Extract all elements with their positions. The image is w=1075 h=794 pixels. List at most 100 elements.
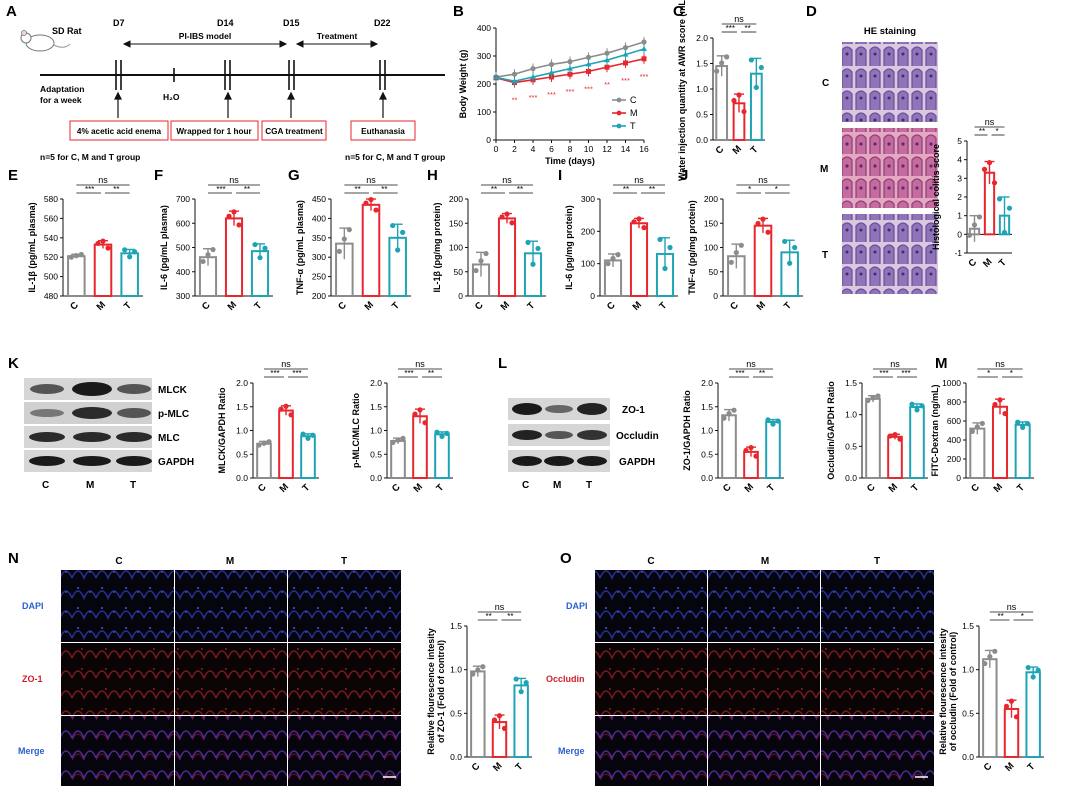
y-tick-label: 0: [458, 291, 463, 301]
data-point: [105, 245, 111, 251]
data-point: [721, 415, 727, 421]
y-tick-label: 150: [449, 218, 463, 228]
data-point: [346, 227, 352, 233]
data-point: [724, 54, 730, 60]
y-axis-label: of ZO-1 (Fold of control): [436, 640, 446, 743]
sig-label: **: [517, 185, 523, 194]
bar-m: [278, 409, 294, 479]
y-tick-label: 50: [709, 267, 719, 277]
y-tick-label: 0.5: [450, 708, 462, 718]
y-tick-label: 200: [477, 79, 491, 89]
data-point: [95, 240, 101, 247]
data-point: [300, 431, 306, 437]
event-box-wrapped: [170, 120, 259, 141]
bar-m: [629, 222, 649, 297]
he-row-label-m: M: [820, 164, 828, 175]
he-staining-panel: HE staining C M T: [820, 26, 938, 294]
data-point: [236, 222, 242, 228]
data-point: [738, 242, 744, 248]
y-tick-label: 100: [477, 107, 491, 117]
fluor-o-merge-m: [708, 716, 820, 786]
panel-letter-l: L: [498, 355, 507, 372]
sig-label: ns: [495, 602, 505, 612]
data-point: [283, 403, 289, 409]
data-point: [987, 653, 993, 660]
data-point: [753, 453, 759, 459]
y-tick-label: 0.5: [701, 449, 713, 459]
bar-m: [497, 217, 517, 297]
sig-label: ns: [98, 175, 108, 185]
data-point: [341, 236, 347, 242]
data-point: [513, 676, 519, 682]
bar-m: [93, 243, 113, 297]
water-label: H₂O: [163, 92, 180, 102]
blot-label-mlc: MLC: [158, 433, 180, 444]
y-tick-label: 1.0: [236, 426, 248, 436]
x-tick-label: C: [200, 300, 213, 313]
x-tick-label: C: [68, 300, 81, 313]
y-tick-label: 3: [957, 173, 962, 183]
panel-letter-k: K: [8, 355, 19, 372]
blot-label-gapdh-k: GAPDH: [158, 457, 194, 468]
data-point: [782, 238, 788, 245]
y-tick-label: 0.5: [370, 449, 382, 459]
sig-label: *: [987, 369, 990, 378]
x-tick-label: C: [969, 482, 982, 495]
data-point: [567, 65, 573, 71]
bar-c: [865, 397, 881, 480]
chart-c: 0.0 0.5 1.0 1.5 2.0 Water injection quantity …: [677, 0, 765, 181]
y-tick-label: 200: [947, 454, 961, 464]
sig-label: ns: [229, 175, 239, 185]
event-arrows: [114, 91, 387, 118]
panel-letter-a: A: [6, 3, 17, 20]
bar-c: [470, 670, 486, 758]
data-point: [1035, 667, 1041, 673]
data-point: [731, 407, 737, 413]
data-point: [662, 265, 668, 272]
sig-label: *: [1010, 369, 1013, 378]
data-point: [760, 216, 766, 222]
y-tick-label: 1.5: [962, 621, 974, 631]
bar-m: [887, 435, 903, 480]
data-point: [336, 248, 342, 254]
y-tick-label: 0: [957, 229, 962, 239]
species-label: SD Rat: [52, 26, 82, 36]
data-point: [434, 429, 440, 435]
data-point: [400, 435, 406, 441]
he-row-label-c: C: [822, 78, 829, 89]
data-point: [395, 437, 401, 443]
sig-label: ***: [404, 369, 413, 378]
data-point: [491, 717, 498, 723]
event-box-euthanasia-label: Euthanasia: [361, 127, 405, 136]
sig-label: ***: [879, 369, 888, 378]
sig-label: **: [428, 369, 434, 378]
x-tick-label: M: [755, 299, 768, 312]
he-row-label-t: T: [822, 250, 828, 261]
chart-j: 0 50 100 150 200 TNF-α (pg/mg protein) C M T * * ns: [687, 175, 803, 313]
data-point: [310, 432, 316, 438]
data-point: [511, 71, 518, 77]
y-axis-label: IL-6 (pg/mL plasma): [159, 205, 169, 290]
data-point: [478, 258, 484, 264]
y-axis-label: of occludin (Fold of control): [948, 632, 958, 751]
x-axis-label: Time (days): [545, 156, 595, 166]
fluor-o-row-occludin: Occludin: [546, 674, 585, 684]
y-tick-label: 580: [44, 194, 58, 204]
chart-l2: 0.0 0.5 1.0 1.5 Occludin/GAPDH Ratio C M T *** **…: [826, 359, 928, 495]
data-point: [641, 46, 647, 51]
sig-label: **: [486, 612, 492, 621]
y-axis-label: MLCK/GAPDH Ratio: [217, 387, 227, 473]
y-tick-label: 800: [947, 397, 961, 407]
y-axis-label: p-MLC/MLC Ratio: [351, 393, 361, 468]
data-point: [1002, 410, 1008, 417]
y-tick-label: 0.0: [370, 473, 382, 483]
y-tick-label: 200: [704, 194, 718, 204]
x-tick-label: T: [1015, 482, 1027, 494]
y-tick-label: 350: [312, 233, 326, 243]
fluor-o-occludin-c: [595, 643, 707, 715]
y-tick-label: 50: [454, 267, 464, 277]
data-point: [982, 660, 988, 667]
data-point: [605, 261, 611, 267]
data-point: [493, 74, 499, 80]
